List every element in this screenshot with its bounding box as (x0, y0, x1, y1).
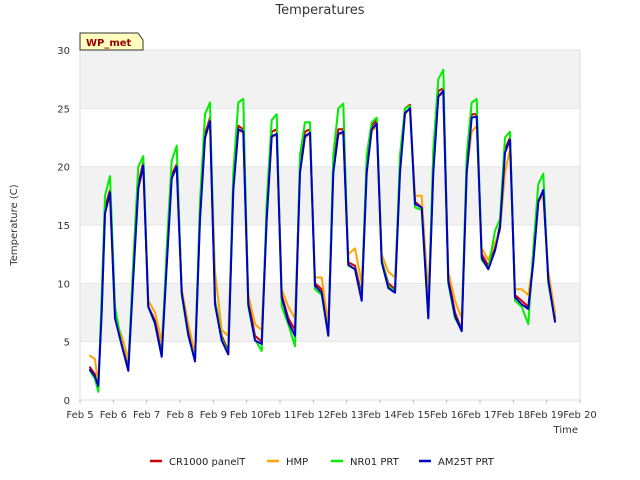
x-tick-label: Feb 10 (230, 410, 264, 421)
x-tick-label: Feb 13 (330, 410, 364, 421)
x-tick-label: Feb 6 (100, 410, 127, 421)
x-tick-label: Feb 8 (166, 410, 193, 421)
x-axis-title: Time (553, 425, 578, 436)
legend-label: NR01 PRT (350, 457, 400, 468)
series-lines (89, 68, 556, 393)
plot-band (80, 341, 580, 400)
legend: CR1000 panelT HMP NR01 PRT AM25T PRT (150, 457, 495, 468)
x-tick-label: Feb 9 (200, 410, 227, 421)
y-tick-label: 0 (64, 396, 70, 407)
legend-label: HMP (286, 457, 308, 468)
plot-bands (80, 50, 580, 400)
x-tick-label: Feb 16 (430, 410, 464, 421)
x-tick-label: Feb 15 (397, 410, 431, 421)
y-tick-label: 10 (57, 279, 70, 290)
plot-band (80, 108, 580, 167)
y-tick-label: 5 (64, 338, 70, 349)
station-badge-box (79, 32, 144, 51)
series-line (89, 89, 556, 387)
x-tick-label: Feb 5 (66, 410, 93, 421)
station-badge-label: WP_met (86, 38, 132, 49)
y-tick-label: 20 (57, 163, 70, 174)
legend-label: CR1000 panelT (169, 457, 246, 468)
plot-band (80, 50, 580, 109)
x-tick-label: Feb 17 (463, 410, 497, 421)
x-tick-label: Feb 18 (497, 410, 531, 421)
station-badge: WP_met (79, 32, 144, 51)
y-tick-label: 25 (57, 104, 70, 115)
x-tick-label: Feb 14 (363, 410, 397, 421)
x-tick-label: Feb 7 (133, 410, 160, 421)
y-axis-ticks: 0 5 10 15 20 25 30 (57, 46, 70, 407)
plot-frame (79, 49, 581, 401)
legend-label: AM25T PRT (438, 457, 495, 468)
y-axis-title: Temperature (C) (9, 184, 20, 266)
y-tick-label: 15 (57, 221, 70, 232)
plot-band (80, 166, 580, 225)
x-tick-label: Feb 12 (297, 410, 331, 421)
x-tick-label: Feb 19 (530, 410, 564, 421)
y-tick-label: 30 (57, 46, 70, 57)
x-tick-label: Feb 20 (563, 410, 597, 421)
x-tick-label: Feb 11 (263, 410, 297, 421)
x-axis-ticks: Feb 5 Feb 6 Feb 7 Feb 8 Feb 9 Feb 10 Feb 11 Feb… (66, 400, 597, 421)
chart-title: Temperatures (274, 3, 364, 18)
